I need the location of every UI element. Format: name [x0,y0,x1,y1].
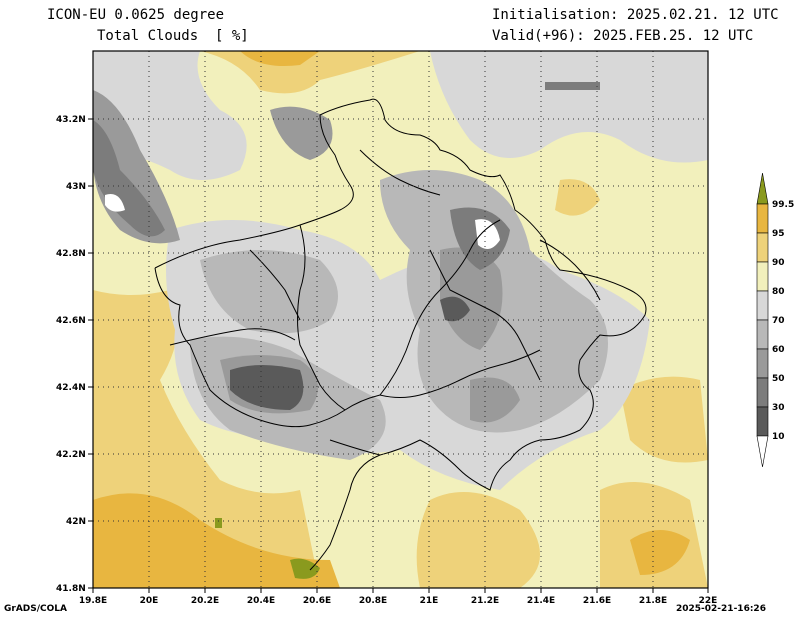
x-tick-label: 20E [140,596,159,606]
colorbar-label: 95 [772,229,785,239]
y-tick-label: 43N [66,182,86,192]
colorbar-swatch [756,406,769,437]
x-tick-label: 20.6E [303,596,331,606]
colorbar-labels: 10 30 50 60 70 80 90 95 99.5 [772,200,794,442]
colorbar-label: 10 [772,432,785,442]
colorbar [756,172,769,468]
colorbar-label: 99.5 [772,200,794,210]
colorbar-bottom-arrow [756,435,769,468]
x-axis: 19.8E 20E 20.2E 20.4E 20.6E 20.8E 21E 21… [79,588,718,606]
footer-timestamp: 2025-02-21-16:26 [676,604,766,614]
colorbar-label: 80 [772,287,785,297]
x-tick-label: 21.2E [471,596,499,606]
x-tick-label: 21.4E [527,596,555,606]
colorbar-swatch [756,203,769,234]
x-tick-label: 20.2E [191,596,219,606]
model-title: ICON-EU 0.0625 degree [47,7,225,23]
y-tick-label: 42.6N [56,316,86,326]
colorbar-label: 70 [772,316,785,326]
x-tick-label: 22E [699,596,718,606]
y-tick-label: 42N [66,517,86,527]
country-borders [154,98,647,571]
variable-title: Total Clouds [ %] [97,28,249,44]
y-tick-label: 42.8N [56,249,86,259]
colorbar-swatch [756,290,769,321]
x-tick-label: 20.8E [359,596,387,606]
y-axis: 41.8N 42N 42.2N 42.4N 42.6N 42.8N 43N 43… [56,115,93,594]
y-tick-label: 43.2N [56,115,86,125]
init-time: Initialisation: 2025.02.21. 12 UTC [492,7,779,23]
colorbar-label: 90 [772,258,785,268]
cloud-field [93,51,708,588]
colorbar-label: 30 [772,403,785,413]
x-tick-label: 19.8E [79,596,107,606]
x-tick-label: 21.6E [583,596,611,606]
footer-software: GrADS/COLA [4,604,67,614]
x-tick-label: 21.8E [639,596,667,606]
colorbar-swatch [756,232,769,263]
y-tick-label: 42.2N [56,450,86,460]
y-tick-label: 41.8N [56,584,86,594]
colorbar-swatch [756,377,769,408]
colorbar-label: 60 [772,345,785,355]
colorbar-top-arrow [756,172,769,205]
x-tick-label: 21E [420,596,439,606]
colorbar-label: 50 [772,374,785,384]
y-tick-label: 42.4N [56,383,86,393]
valid-time: Valid(+96): 2025.FEB.25. 12 UTC [492,28,754,44]
x-tick-label: 20.4E [247,596,275,606]
colorbar-swatch [756,348,769,379]
colorbar-swatch [756,319,769,350]
colorbar-swatch [756,261,769,292]
